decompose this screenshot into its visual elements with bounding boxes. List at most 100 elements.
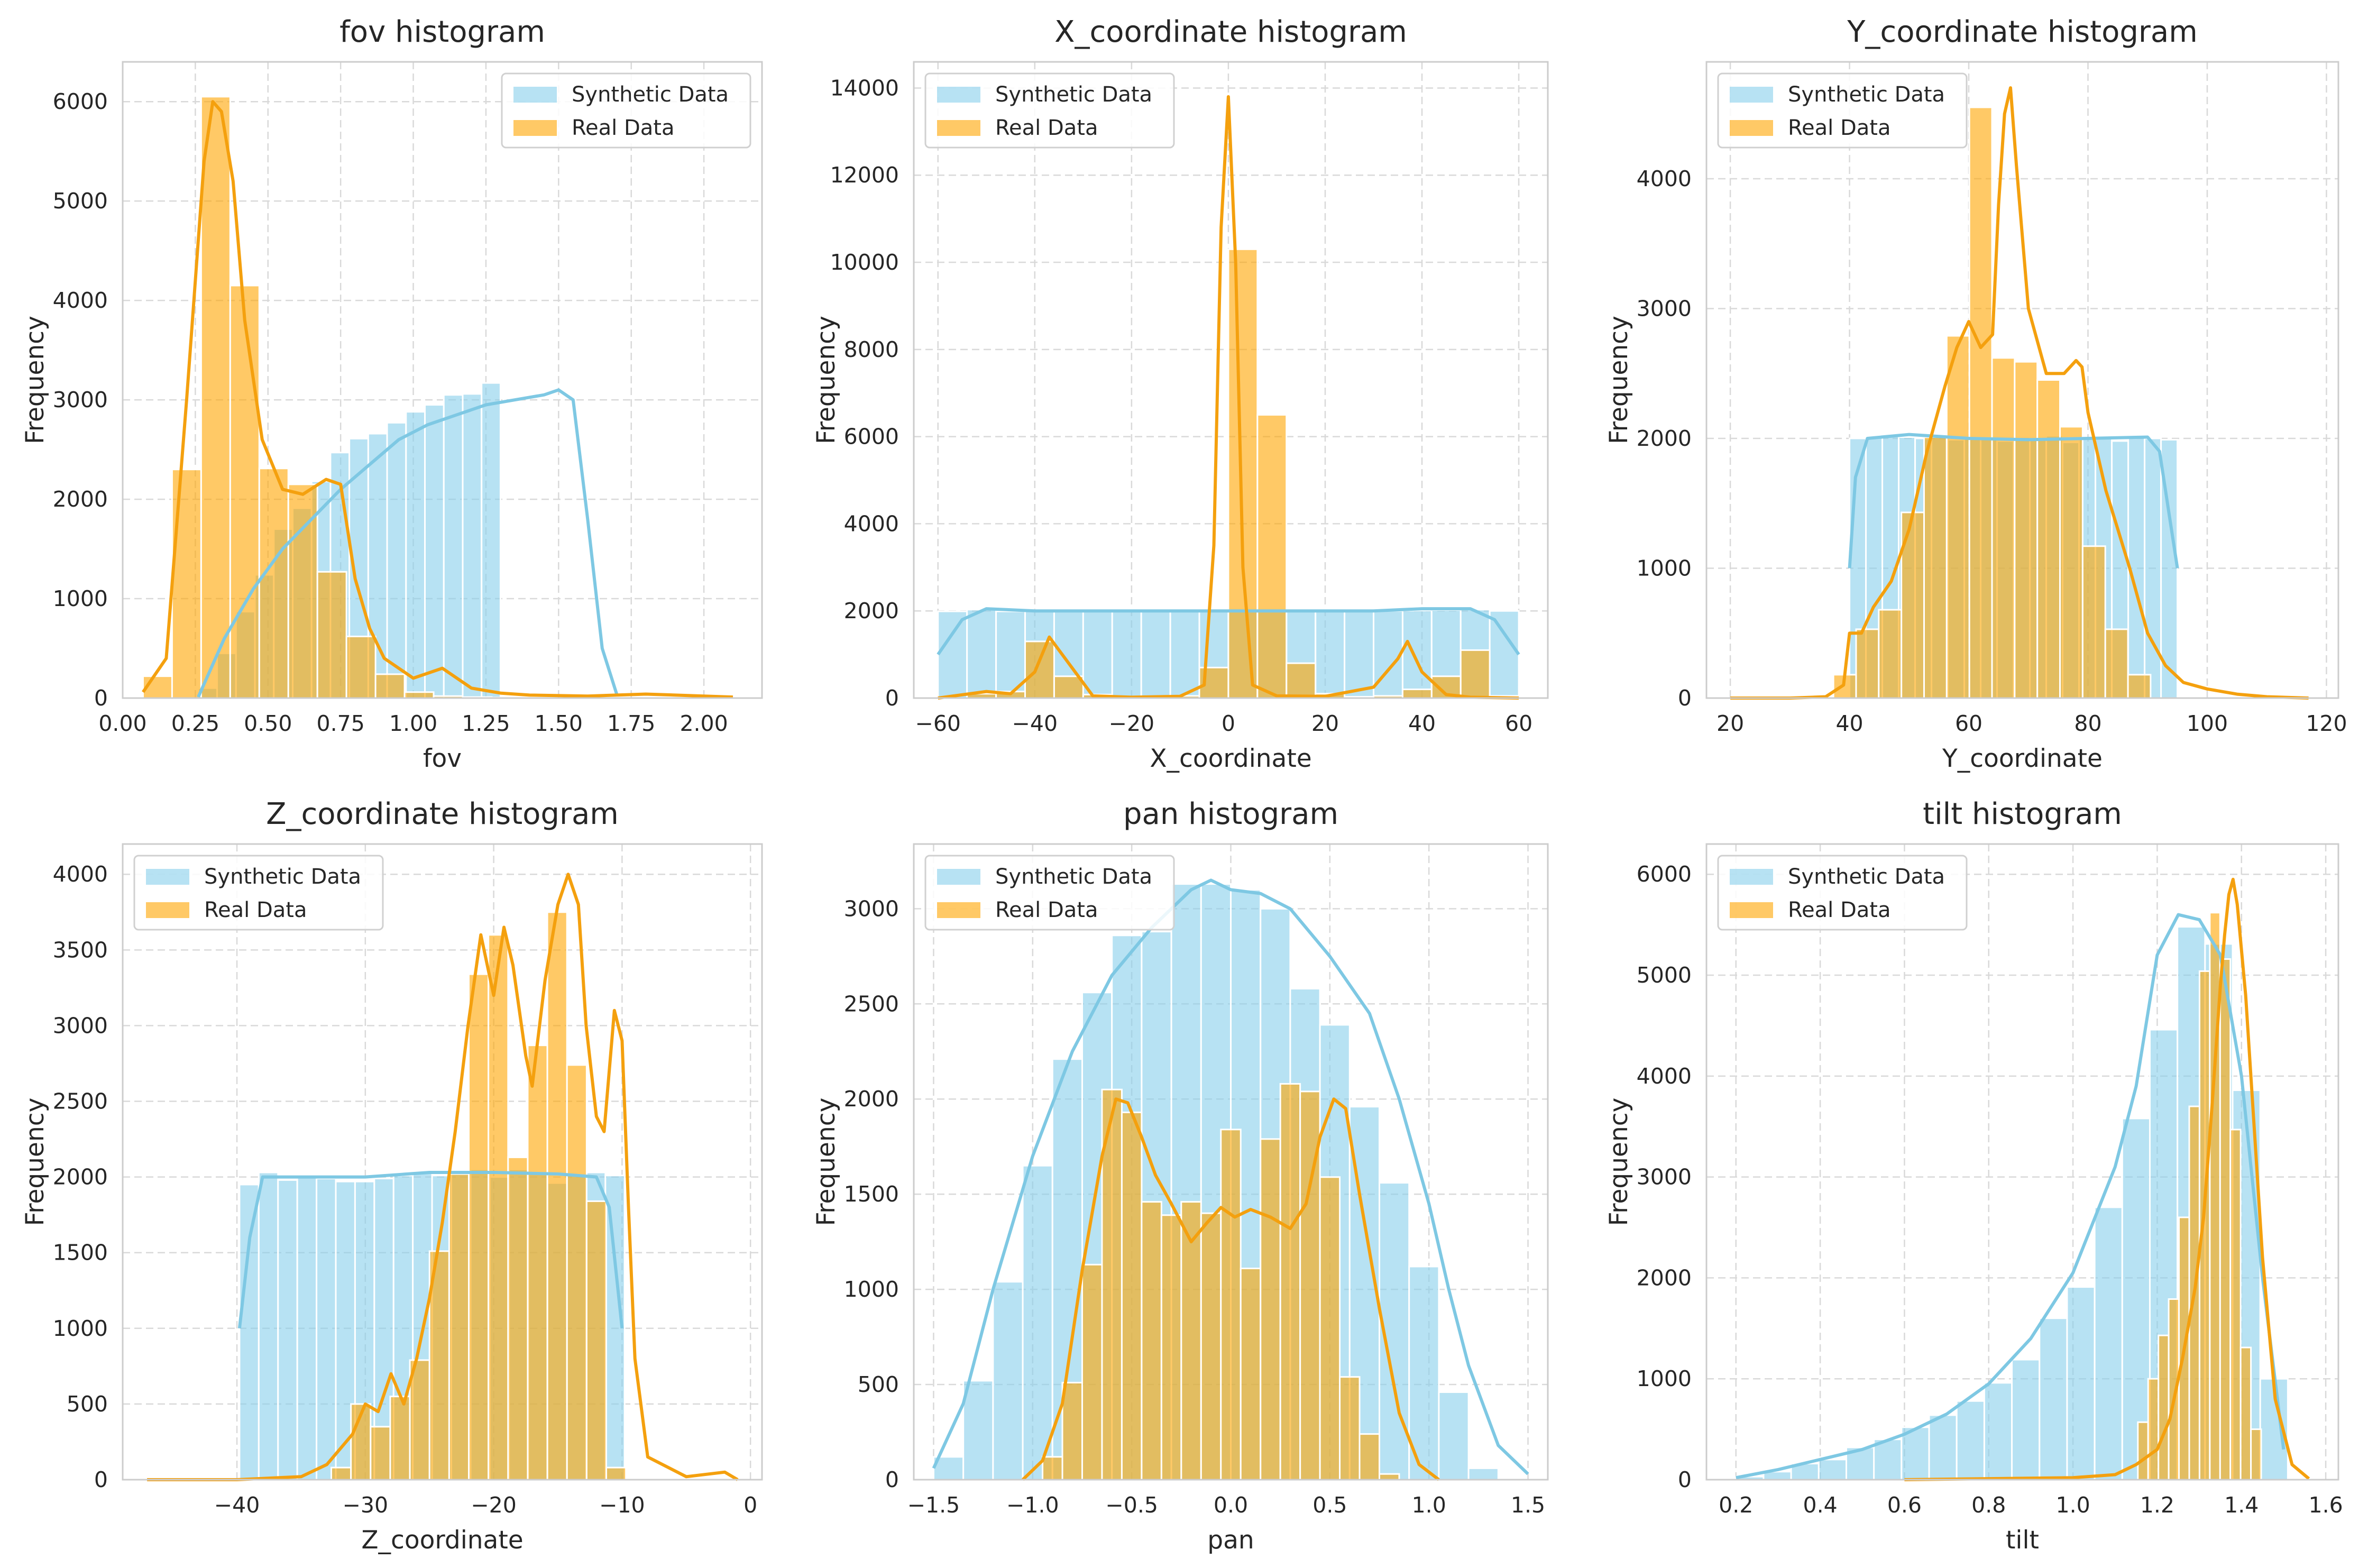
y-tick-label: 6000 [844,424,899,450]
x-tick-label: −10 [599,1492,645,1518]
x-tick-label: 2.00 [680,711,728,736]
real-series [331,911,627,1481]
histogram-bar [2094,1206,2123,1481]
histogram-bar [1438,1391,1470,1481]
x-tick-label: 0 [1222,711,1235,736]
real-series [1832,106,2152,699]
histogram-bar [2104,628,2129,699]
x-tick-label: −30 [343,1492,389,1518]
real-kde-line [147,873,739,1481]
y-tick-label: 5000 [1637,962,1692,988]
histogram-bar [1169,608,1200,699]
y-tick-label: 3000 [844,896,899,921]
legend-swatch-real [1730,902,1773,918]
chart-panel: 20 40 60 80 100 120 0 1000 2000 3000 4000 Y_coordin… [1604,15,2347,773]
legend: Synthetic Data Real Data [133,855,384,931]
y-tick-label: 3000 [1637,1164,1692,1190]
x-tick-label: 60 [1955,711,1982,736]
x-tick-label: −20 [471,1492,517,1518]
y-tick-label: 3500 [53,937,108,962]
y-tick-label: 2000 [844,1086,899,1112]
histogram-bar [527,1044,548,1481]
x-tick-label: 1.2 [2140,1492,2174,1518]
histogram-bar [258,467,289,699]
histogram-bar [386,421,407,699]
x-tick-label: −0.5 [1105,1492,1158,1518]
histogram-bar [1101,1088,1123,1481]
histogram-bar [1111,608,1142,699]
histogram-bar [1489,610,1520,699]
y-tick-label: 1500 [844,1181,899,1207]
histogram-bar [507,1156,529,1481]
histogram-bar [937,610,968,699]
histogram-bar [1220,1129,1242,1481]
real-kde-line [1022,1097,1440,1481]
histogram-bar [1373,610,1403,699]
x-tick-label: −40 [1012,711,1058,736]
y-tick-label: 0 [1678,685,1692,711]
legend-swatch-real [146,902,189,918]
histogram-bar [481,382,501,699]
histogram-bar [428,1250,450,1481]
x-tick-label: 20 [1717,711,1744,736]
x-tick-label: 0.6 [1887,1492,1922,1518]
histogram-bar [1401,609,1433,699]
histogram-bar [1790,1462,1820,1481]
y-axis-label: Frequency [21,1098,50,1226]
histogram-bar [1401,689,1433,699]
histogram-bar [238,1184,260,1481]
histogram-bar [1279,1083,1301,1481]
legend-label-synthetic: Synthetic Data [1788,865,1945,889]
legend-box [924,855,1175,931]
histogram-bar [1024,640,1055,699]
y-tick-label: 6000 [1637,861,1692,887]
real-kde-line [142,100,733,699]
histogram-bar [2066,1286,2096,1481]
legend-label-synthetic: Synthetic Data [572,82,729,107]
histogram-bar [546,911,568,1481]
histogram-bar [1180,1201,1202,1481]
plot-frame [1705,843,2339,1481]
histogram-bar [1082,610,1113,699]
histogram-bar [1339,1376,1361,1481]
histogram-bar [2011,1359,2041,1481]
histogram-bar [1319,1176,1341,1481]
y-tick-label: 5000 [53,188,108,214]
x-tick-label: 80 [2074,711,2101,736]
y-tick-label: 12000 [830,162,899,188]
panel-title: pan histogram [1123,797,1338,831]
real-kde-line [1904,877,2310,1481]
y-tick-label: 4000 [1637,166,1692,191]
y-tick-label: 3000 [1637,296,1692,321]
histogram-bar [1053,675,1084,699]
histogram-bar [2147,1378,2160,1481]
histogram-bar [403,691,435,699]
x-tick-label: 1.50 [535,711,583,736]
legend-label-real: Real Data [1788,898,1890,922]
x-tick-label: 1.6 [2308,1492,2343,1518]
histogram-bar [1081,1263,1103,1481]
histogram-bar [200,96,231,699]
y-tick-label: 0 [94,685,108,711]
x-tick-label: 120 [2306,711,2347,736]
synthetic-kde-line [932,878,1529,1475]
legend: Synthetic Data Real Data [924,855,1175,931]
plot-frame [913,61,1549,699]
histogram-bar [1923,436,1948,699]
plot-frame [122,843,763,1481]
legend-label-real: Real Data [572,116,674,140]
chart-panel: −1.5 −1.0 −0.5 0.0 0.5 1.0 1.5 0 500 1000 1500 2000… [812,797,1549,1555]
legend-swatch-synthetic [937,87,980,103]
histogram-bar [1855,628,1880,699]
histogram-bar [443,394,464,699]
y-tick-label: 500 [67,1391,108,1417]
legend-swatch-synthetic [937,869,980,885]
y-tick-label: 2000 [53,1164,108,1190]
chart-panel: 0.2 0.4 0.6 0.8 1.0 1.2 1.4 1.6 0 1000 2000 3000 400… [1604,797,2343,1555]
histogram-bar [1061,1381,1083,1481]
x-tick-label: 1.0 [1412,1492,1446,1518]
synthetic-kde-line [1848,433,2179,568]
y-tick-label: 14000 [830,75,899,100]
histogram-bar [374,673,406,699]
x-tick-label: 60 [1505,711,1532,736]
